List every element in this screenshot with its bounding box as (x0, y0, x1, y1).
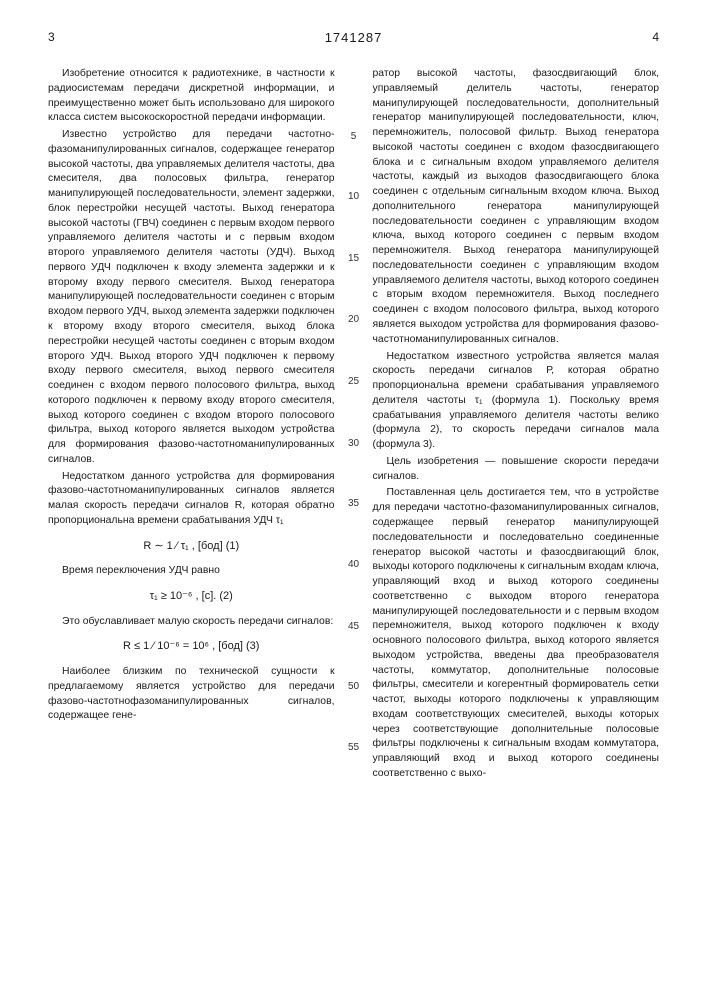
right-column: ратор высокой частоты, фазосдвигающий бл… (373, 67, 660, 784)
line-number: 30 (345, 437, 363, 451)
right-para-1: ратор высокой частоты, фазосдвигающий бл… (373, 67, 660, 348)
formula-3: R ≤ 1 ⁄ 10⁻⁶ = 10⁶ , [бод] (3) (48, 639, 335, 655)
left-para-6: Наиболее близким по технической сущности… (48, 665, 335, 724)
page-number-right: 4 (599, 30, 659, 44)
page-header: 3 1741287 4 (48, 30, 659, 45)
line-number: 50 (345, 680, 363, 694)
left-para-1: Изобретение относится к радиотехнике, в … (48, 67, 335, 126)
left-column: Изобретение относится к радиотехнике, в … (48, 67, 335, 784)
left-para-5: Это обуславливает малую скорость передач… (48, 615, 335, 630)
formula-2: τ₁ ≥ 10⁻⁶ , [с]. (2) (48, 589, 335, 605)
line-number: 25 (345, 375, 363, 389)
right-para-4: Поставленная цель достигается тем, что в… (373, 486, 660, 781)
right-para-3: Цель изобретения — повышение скорости пе… (373, 455, 660, 485)
line-number: 10 (345, 190, 363, 204)
line-number: 15 (345, 252, 363, 266)
line-number: 35 (345, 497, 363, 511)
line-number: 45 (345, 620, 363, 634)
left-para-4: Время переключения УДЧ равно (48, 564, 335, 579)
line-number: 40 (345, 558, 363, 572)
line-number: 55 (345, 741, 363, 755)
text-columns: Изобретение относится к радиотехнике, в … (48, 67, 659, 784)
patent-page: 3 1741287 4 Изобретение относится к ради… (0, 0, 707, 1000)
line-number: 5 (345, 130, 363, 144)
formula-1: R ∼ 1 ⁄ τ₁ , [бод] (1) (48, 539, 335, 555)
left-para-3: Недостатком данного устройства для форми… (48, 470, 335, 529)
page-number-left: 3 (48, 30, 108, 44)
document-number: 1741287 (108, 30, 599, 45)
line-number-gutter: 5 10 15 20 25 30 35 40 45 50 55 (345, 67, 363, 784)
left-para-2: Известно устройство для передачи частотн… (48, 128, 335, 468)
right-para-2: Недостатком известного устройства являет… (373, 350, 660, 453)
line-number: 20 (345, 313, 363, 327)
